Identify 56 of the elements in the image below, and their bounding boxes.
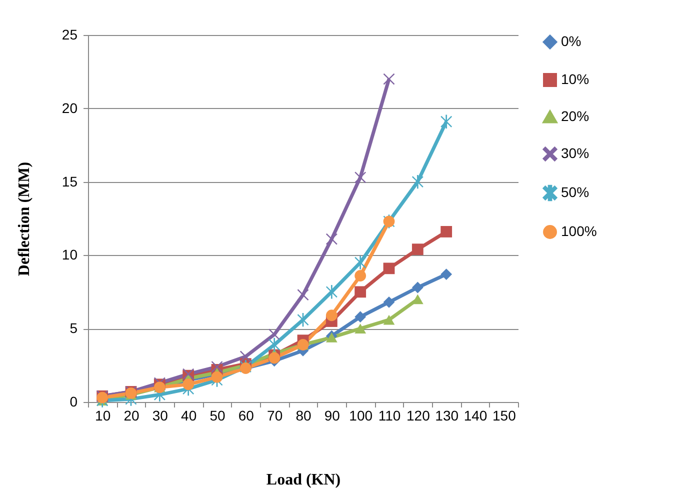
point — [211, 371, 223, 383]
point — [326, 310, 338, 322]
point — [412, 174, 424, 189]
x-tick-label: 110 — [378, 408, 401, 424]
point — [383, 262, 395, 274]
x-tick-label: 100 — [349, 408, 373, 424]
y-tick-label: 10 — [62, 246, 78, 263]
x-tick-label: 60 — [238, 408, 254, 424]
point — [440, 226, 452, 238]
x-tick-label: 130 — [435, 408, 459, 424]
point — [354, 256, 366, 270]
point — [440, 114, 452, 128]
point — [297, 312, 309, 327]
legend-label: 30% — [561, 145, 590, 161]
x-tick-label: 20 — [124, 408, 140, 424]
legend-label: 50% — [561, 184, 590, 200]
point — [354, 270, 366, 282]
y-tick-label: 20 — [62, 100, 78, 116]
x-tick-label: 50 — [210, 408, 226, 424]
x-tick-label: 90 — [324, 408, 340, 424]
x-tick-label: 10 — [95, 408, 111, 424]
y-tick-label: 15 — [62, 173, 78, 190]
point — [354, 286, 366, 298]
y-tick-label: 5 — [70, 320, 78, 336]
x-axis-title: Load (KN) — [266, 472, 341, 488]
point — [354, 324, 366, 334]
y-axis-title: Deflection (MM) — [16, 162, 33, 276]
y-tick-label: 25 — [62, 26, 78, 42]
point — [412, 244, 424, 256]
point — [268, 352, 280, 364]
x-tick-label: 120 — [406, 408, 430, 424]
point — [182, 378, 194, 390]
point — [383, 73, 395, 85]
point — [326, 233, 338, 245]
point — [354, 311, 366, 323]
point — [440, 268, 452, 280]
point — [354, 172, 366, 184]
x-tick-label: 140 — [464, 408, 488, 424]
point — [211, 361, 223, 372]
point — [383, 314, 395, 325]
y-tick-label: 0 — [70, 394, 78, 410]
point — [297, 289, 309, 301]
x-tick-label: 40 — [181, 408, 197, 424]
point — [240, 350, 252, 362]
x-tick-label: 80 — [296, 408, 312, 424]
point — [268, 328, 280, 340]
legend-label: 10% — [561, 71, 590, 87]
point — [383, 296, 395, 308]
legend-label: 20% — [561, 108, 590, 124]
point — [326, 285, 338, 299]
legend-label: 100% — [561, 223, 597, 239]
x-tick-label: 70 — [267, 408, 283, 424]
x-tick-label: 150 — [492, 408, 516, 424]
legend-label: 0% — [561, 33, 582, 49]
point — [412, 282, 424, 294]
x-tick-label: 30 — [152, 408, 168, 424]
